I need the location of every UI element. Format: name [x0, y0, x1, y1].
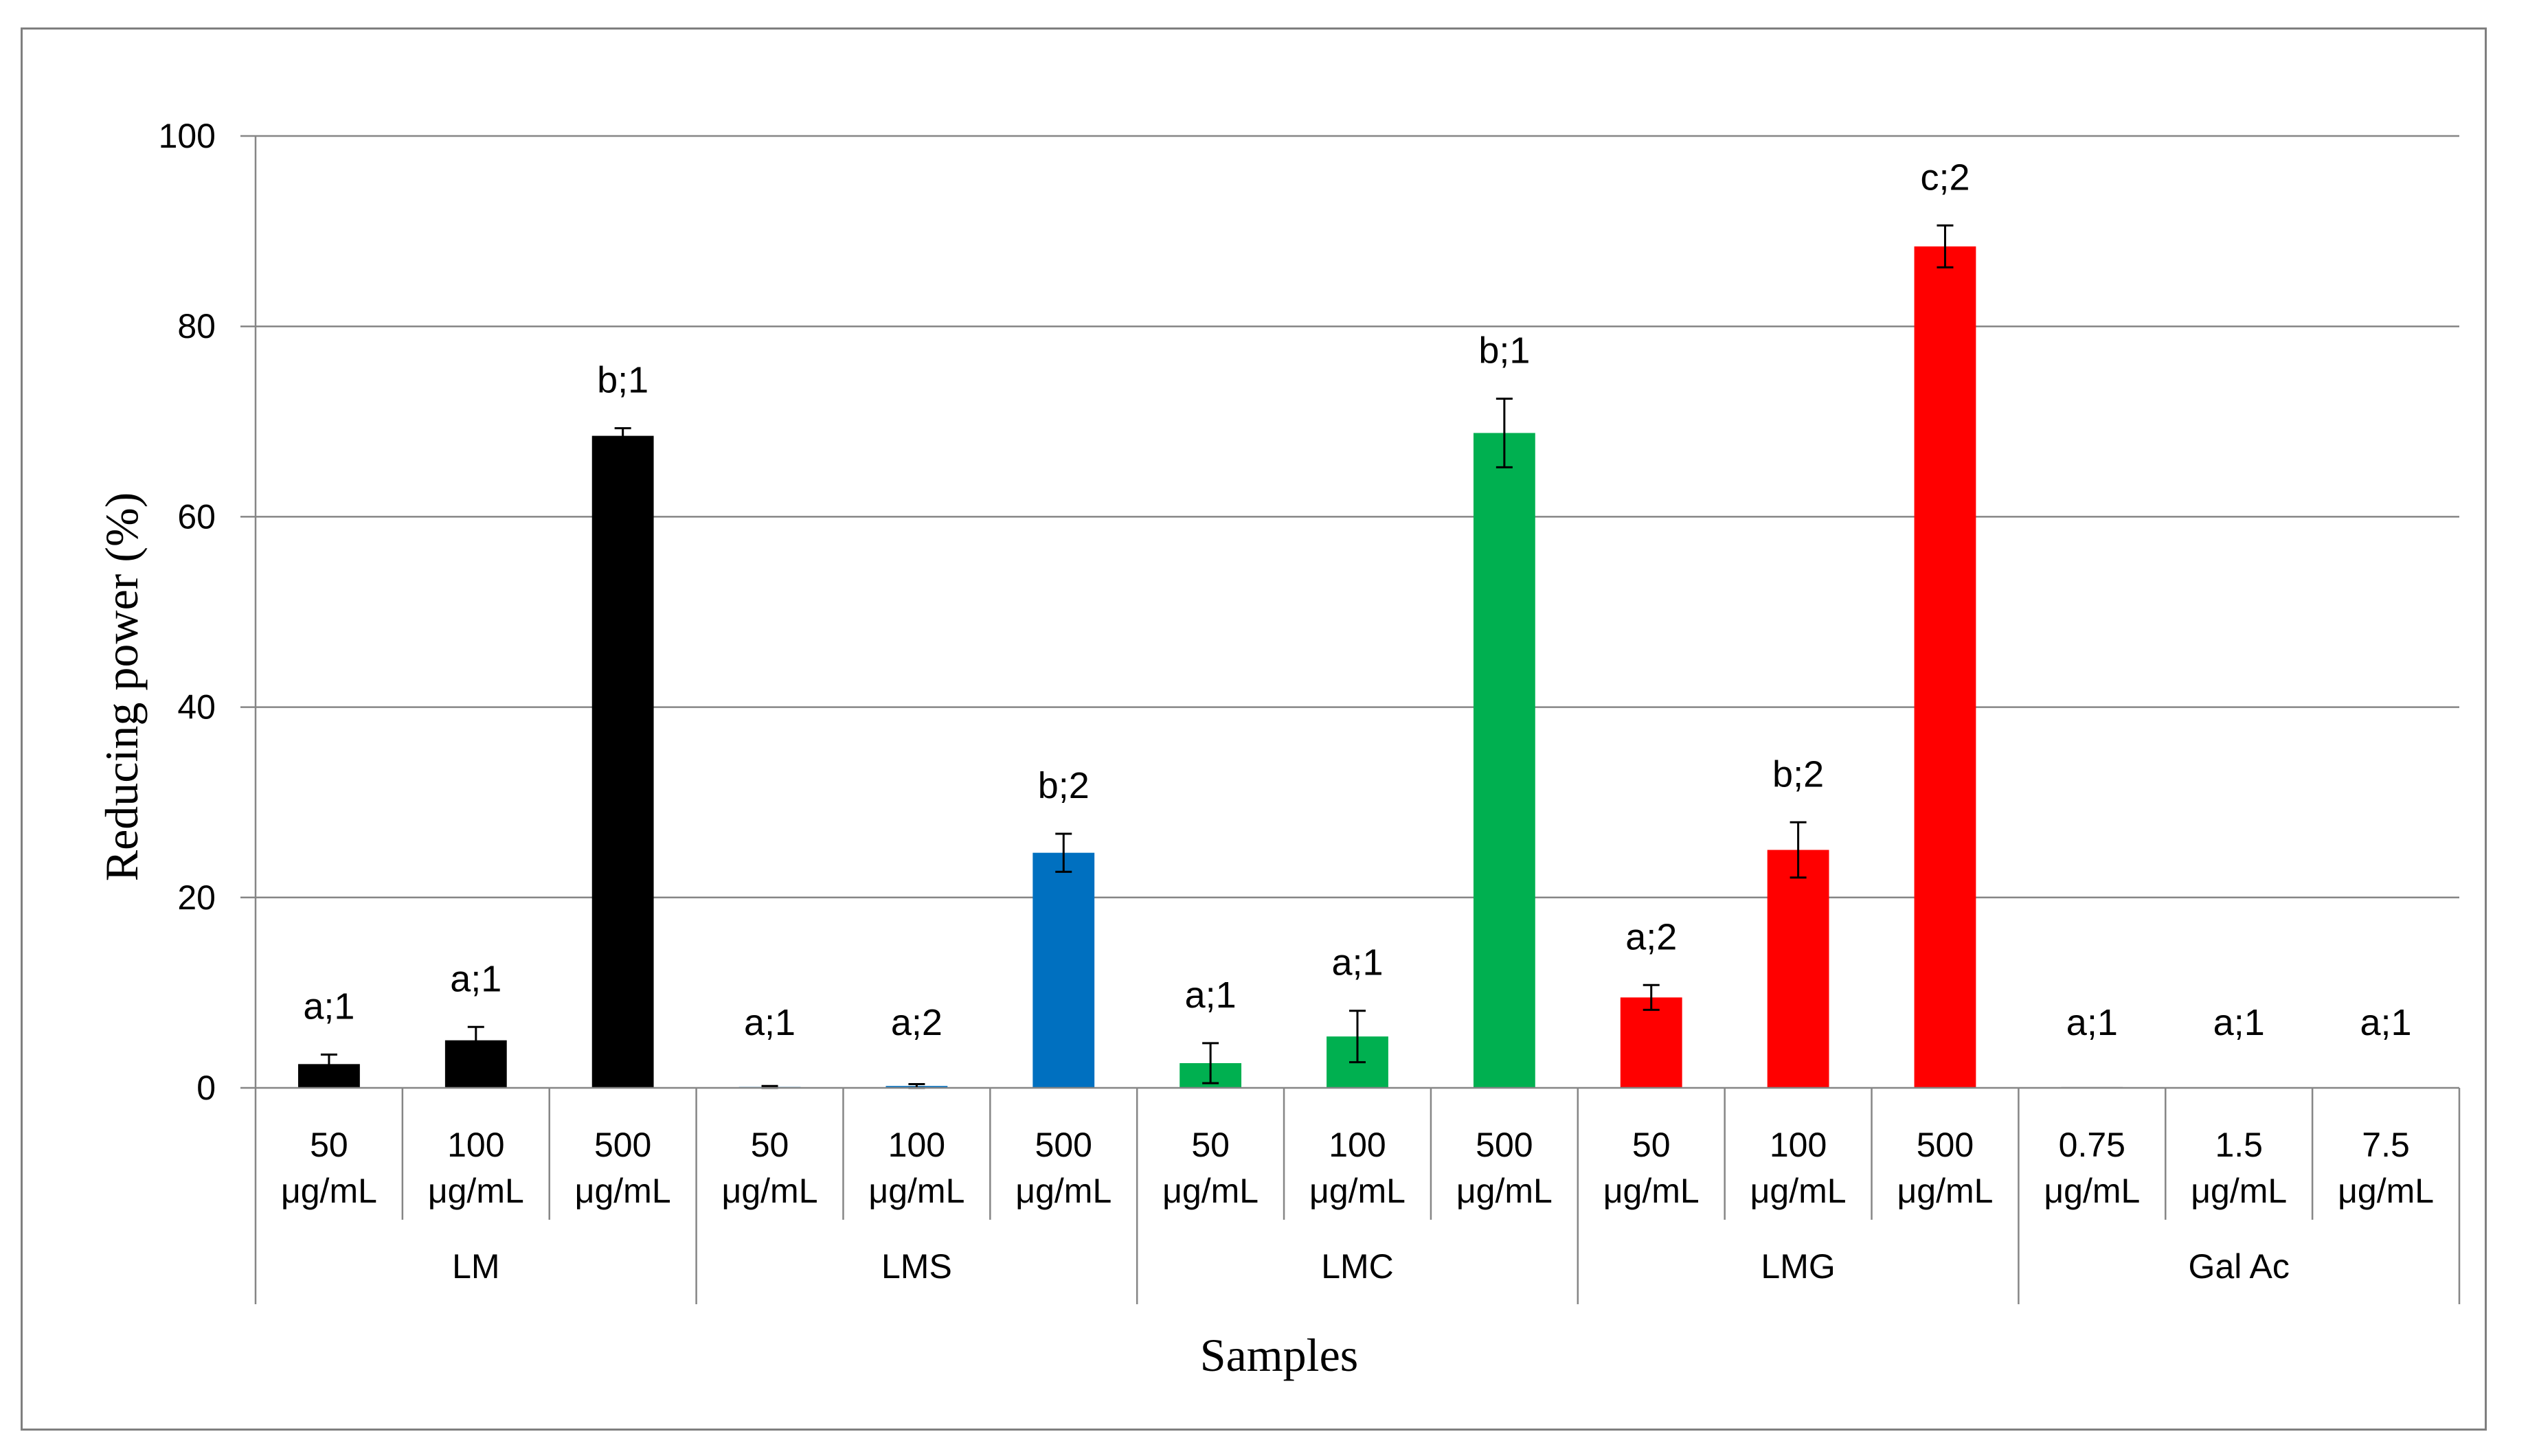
y-tick-label: 0 [196, 1069, 216, 1107]
concentration-unit: μg/mL [2338, 1172, 2434, 1210]
y-tick-label: 100 [159, 117, 216, 155]
significance-label: a;1 [1331, 942, 1383, 983]
concentration-value: 500 [594, 1126, 651, 1164]
concentration-unit: μg/mL [1603, 1172, 1700, 1210]
concentration-value: 50 [310, 1126, 348, 1164]
concentration-unit: μg/mL [722, 1172, 818, 1210]
chart-frame [21, 27, 2487, 1431]
concentration-value: 1.5 [2215, 1126, 2263, 1164]
concentration-value: 100 [1329, 1126, 1386, 1164]
group-label: LMS [881, 1247, 952, 1286]
concentration-unit: μg/mL [575, 1172, 671, 1210]
bar [1914, 246, 1976, 1088]
axes [240, 135, 2461, 1304]
bar [1767, 850, 1829, 1088]
significance-label: b;2 [1038, 765, 1090, 806]
y-tick-label: 40 [177, 688, 216, 727]
concentration-value: 500 [1476, 1126, 1533, 1164]
x-axis-title: Samples [1200, 1329, 1358, 1381]
gridlines [256, 135, 2459, 899]
concentration-unit: μg/mL [1162, 1172, 1259, 1210]
concentration-value: 50 [1632, 1126, 1671, 1164]
concentration-value: 7.5 [2362, 1126, 2410, 1164]
concentration-unit: μg/mL [2044, 1172, 2140, 1210]
concentration-value: 0.75 [2059, 1126, 2125, 1164]
bar [1620, 997, 1682, 1088]
significance-label: a;1 [2066, 1002, 2118, 1043]
bar [1032, 852, 1095, 1088]
y-tick-label: 80 [177, 307, 216, 345]
concentration-value: 100 [447, 1126, 504, 1164]
concentration-unit: μg/mL [1309, 1172, 1406, 1210]
group-label: Gal Ac [2189, 1247, 2290, 1286]
concentration-unit: μg/mL [1897, 1172, 1993, 1210]
significance-label: a;1 [450, 958, 501, 999]
bars [298, 224, 2123, 1089]
significance-label: a;1 [1185, 975, 1237, 1016]
significance-label: a;1 [2213, 1002, 2265, 1043]
significance-label: a;1 [2360, 1002, 2412, 1043]
group-label: LMC [1321, 1247, 1394, 1286]
y-axis-title: Reducing power (%) [95, 492, 148, 881]
y-tick-label: 20 [177, 878, 216, 917]
bar [1473, 433, 1535, 1088]
concentration-unit: μg/mL [868, 1172, 964, 1210]
significance-label: c;2 [1920, 157, 1970, 198]
group-label: LM [452, 1247, 499, 1286]
significance-label: b;1 [1478, 330, 1530, 372]
concentration-value: 50 [1191, 1126, 1230, 1164]
concentration-unit: μg/mL [1015, 1172, 1111, 1210]
concentration-value: 100 [888, 1126, 945, 1164]
significance-label: a;2 [891, 1002, 943, 1043]
significance-label: a;1 [744, 1002, 795, 1043]
group-label: LMG [1761, 1247, 1835, 1286]
concentration-unit: μg/mL [1750, 1172, 1847, 1210]
significance-label: a;1 [303, 986, 354, 1027]
y-tick-label: 60 [177, 497, 216, 536]
concentration-unit: μg/mL [2191, 1172, 2287, 1210]
concentration-unit: μg/mL [1456, 1172, 1553, 1210]
concentration-value: 500 [1917, 1126, 1974, 1164]
concentration-value: 100 [1770, 1126, 1827, 1164]
labels: 0 20 40 60 80 100 a;1 50 μg/mL a;1 100 μg/mL b;1 500 μ… [159, 117, 2434, 1286]
significance-label: b;1 [597, 360, 648, 401]
significance-label: a;2 [1625, 916, 1677, 957]
concentration-unit: μg/mL [281, 1172, 377, 1210]
concentration-value: 50 [751, 1126, 789, 1164]
concentration-value: 500 [1035, 1126, 1092, 1164]
significance-label: b;2 [1772, 753, 1824, 795]
bar [591, 435, 654, 1088]
concentration-unit: μg/mL [428, 1172, 524, 1210]
